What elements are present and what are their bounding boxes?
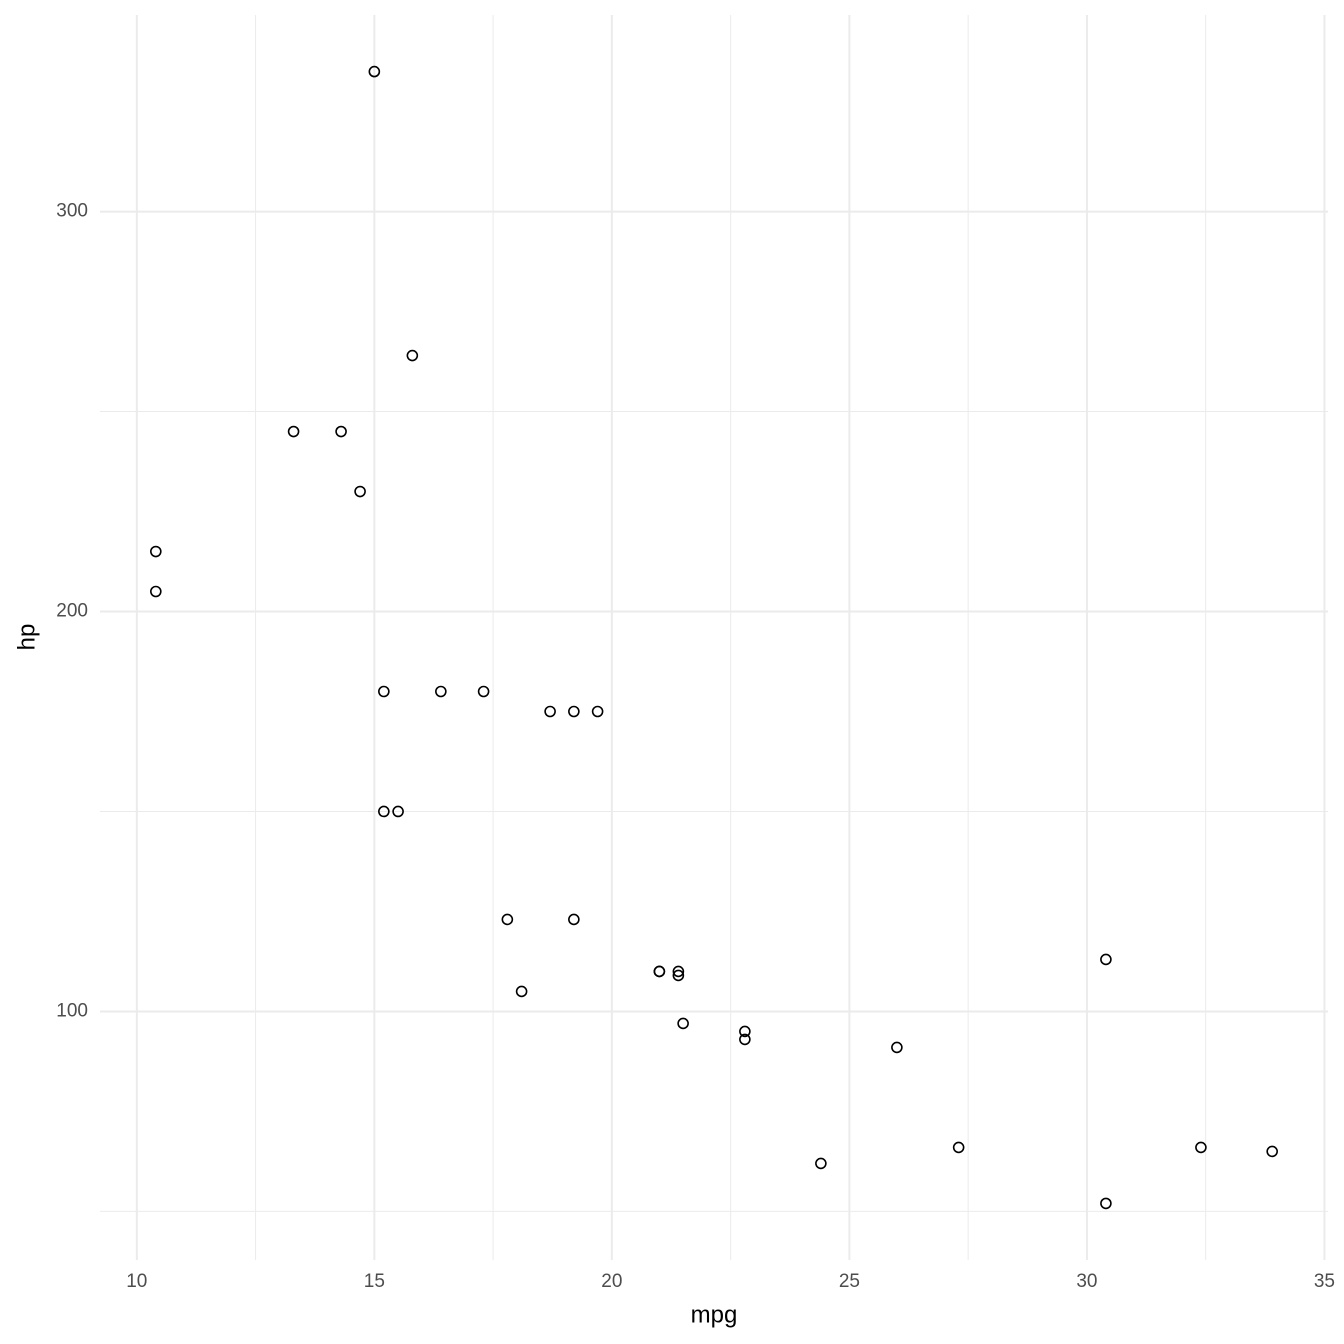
point — [739, 1025, 751, 1038]
x-tick-label: 15 — [364, 1271, 385, 1292]
y-axis-title: hp — [13, 624, 40, 651]
point — [672, 965, 685, 978]
points — [150, 65, 1278, 1210]
point — [1266, 1145, 1278, 1158]
point — [368, 65, 381, 78]
point — [335, 425, 347, 438]
x-axis-title: mpg — [691, 1301, 738, 1328]
point — [1195, 1141, 1207, 1154]
point — [287, 425, 300, 438]
x-tick-label: 35 — [1314, 1271, 1335, 1292]
point — [406, 349, 419, 362]
point — [891, 1041, 903, 1054]
point — [568, 913, 580, 926]
point — [653, 965, 666, 978]
y-tick-label: 100 — [56, 1000, 88, 1021]
point — [672, 969, 685, 982]
point — [1100, 1197, 1112, 1210]
point — [1100, 953, 1112, 966]
grid — [100, 15, 1328, 1260]
point — [677, 1017, 689, 1030]
point — [568, 705, 580, 718]
point — [952, 1141, 965, 1154]
point — [150, 585, 162, 598]
point — [378, 685, 390, 698]
x-tick-label: 30 — [1076, 1271, 1097, 1292]
point — [591, 705, 604, 718]
point — [501, 913, 514, 926]
point — [150, 545, 162, 558]
x-tick-label: 10 — [126, 1271, 147, 1292]
y-tick-label: 300 — [56, 201, 88, 222]
point — [739, 1033, 751, 1046]
point — [544, 705, 556, 718]
point — [435, 685, 447, 698]
point — [815, 1157, 827, 1170]
point — [354, 485, 366, 498]
point — [378, 805, 390, 818]
point — [392, 805, 404, 818]
x-tick-label: 25 — [839, 1271, 860, 1292]
x-tick-label: 20 — [601, 1271, 622, 1292]
point — [515, 985, 528, 998]
y-tick-label: 200 — [56, 601, 88, 622]
point — [477, 685, 490, 698]
